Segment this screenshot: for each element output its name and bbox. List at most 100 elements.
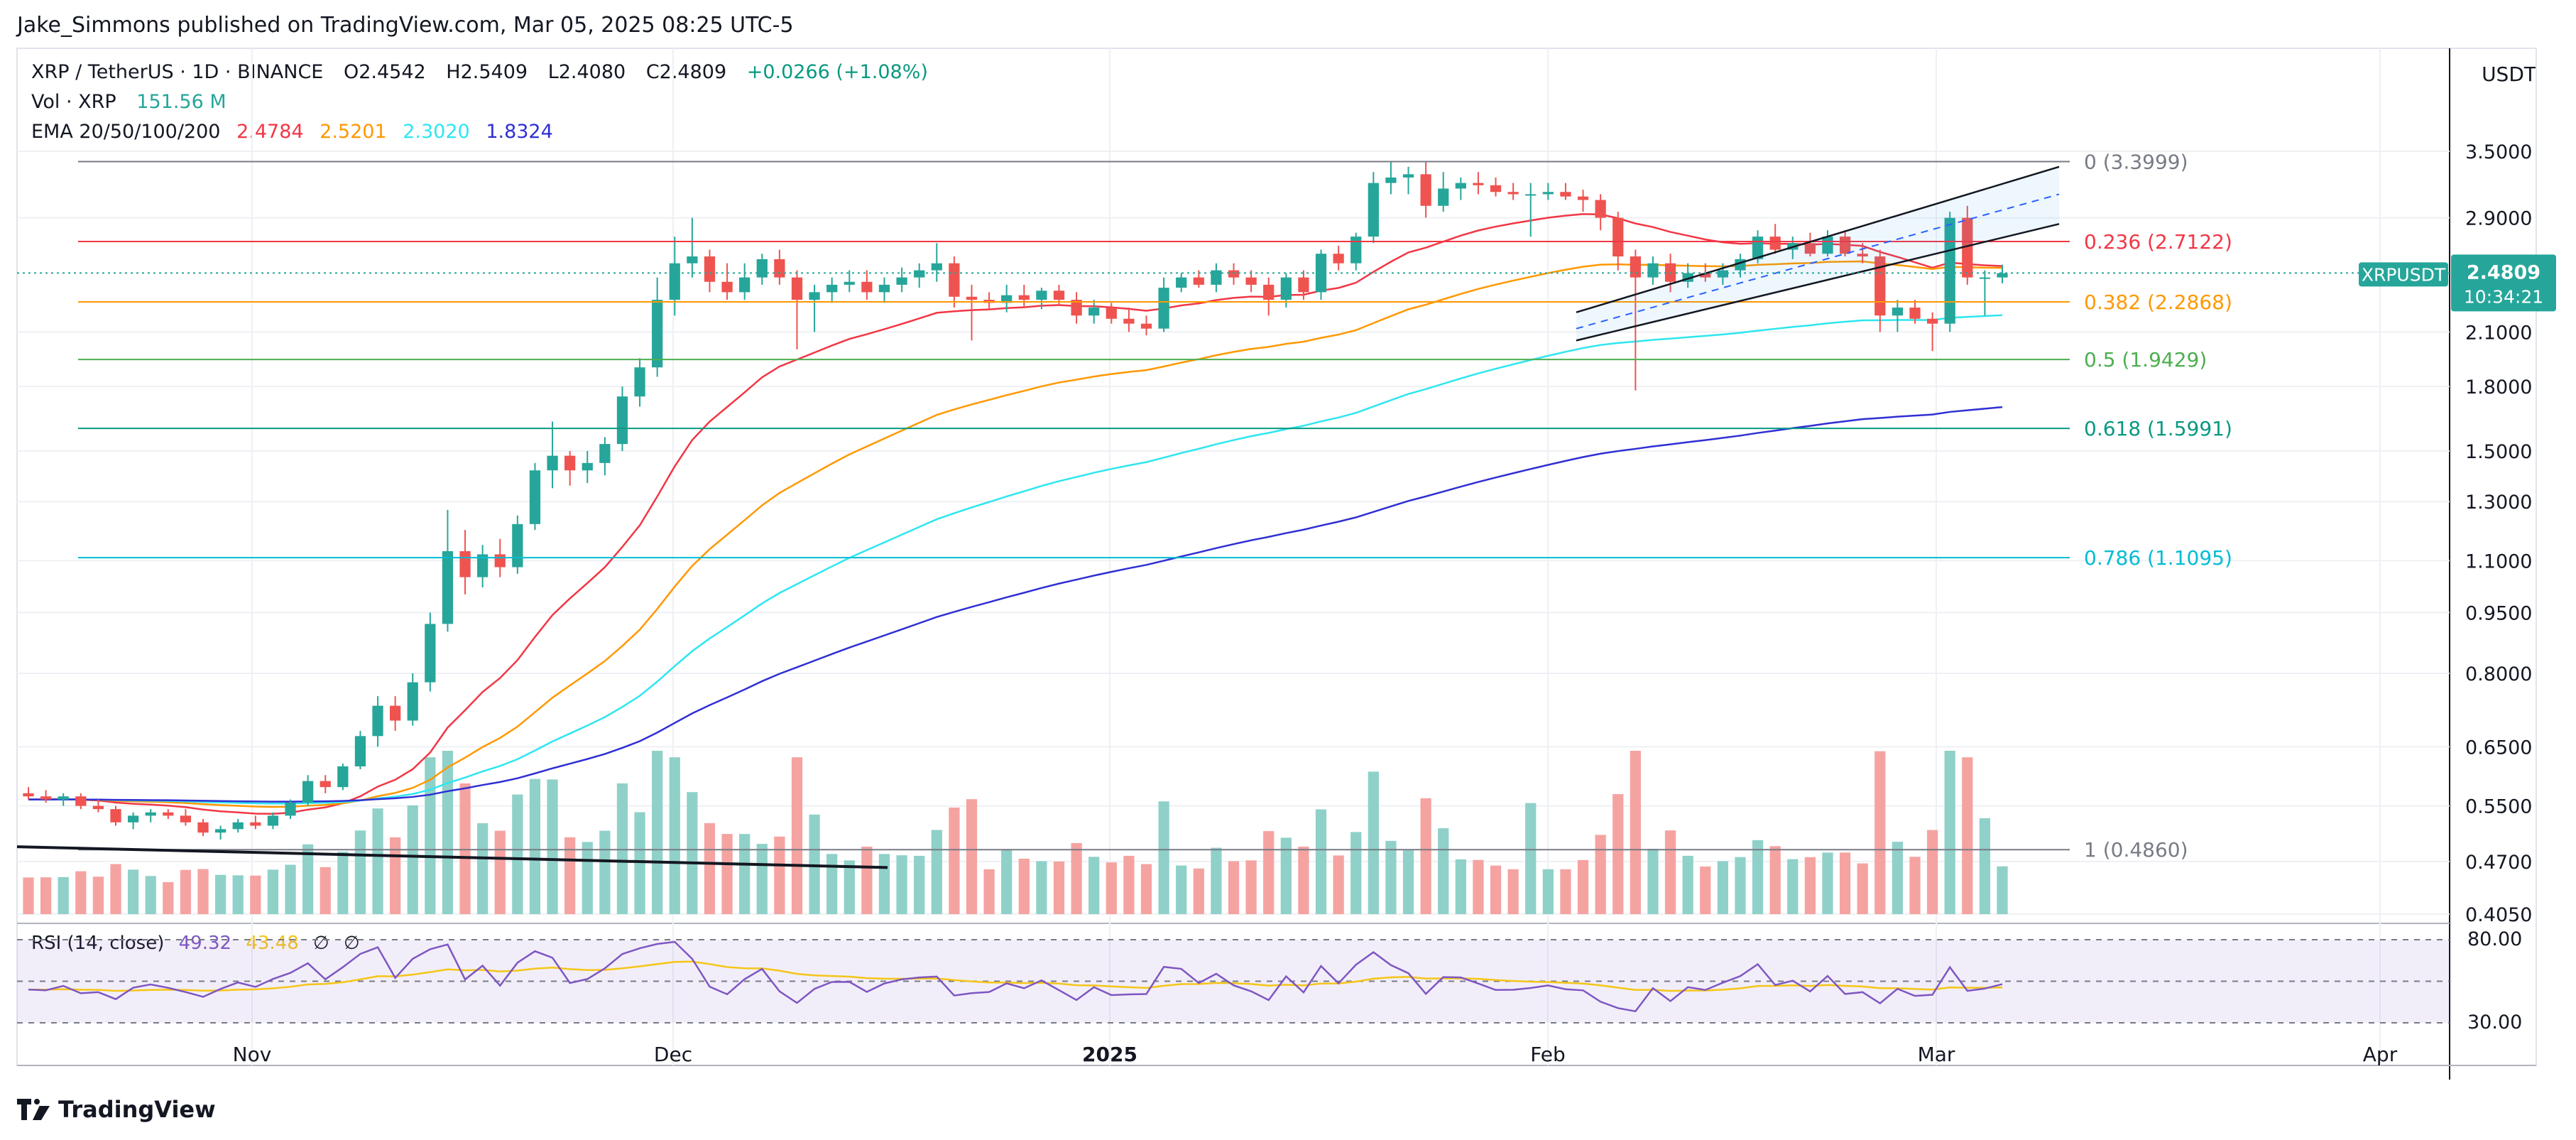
volume-bar xyxy=(1717,861,1728,914)
volume-bar xyxy=(390,837,401,914)
fib-level-label: 0 (3.3999) xyxy=(2084,150,2188,173)
volume-bar xyxy=(1071,842,1082,914)
volume-bar xyxy=(110,864,121,914)
fib-level-label: 1 (0.4860) xyxy=(2084,838,2188,862)
candle-body xyxy=(1944,217,1955,324)
volume-bar xyxy=(1822,852,1833,914)
volume-bar xyxy=(1682,855,1693,914)
ema-200-value: 1.8324 xyxy=(486,121,553,143)
volume-bar xyxy=(1560,869,1571,914)
candle-body xyxy=(425,624,436,683)
volume-bar xyxy=(599,830,611,914)
candle-body xyxy=(23,793,34,797)
volume-label: Vol · XRP xyxy=(31,91,116,113)
ohlc-open: 2.4542 xyxy=(359,61,426,83)
volume-bar xyxy=(547,779,558,914)
candle-body xyxy=(494,554,506,568)
channel-midline xyxy=(1576,193,2060,330)
y-tick-label: 1.3000 xyxy=(2465,492,2532,514)
symbol-title[interactable]: XRP / TetherUS · 1D · BINANCE xyxy=(31,61,324,83)
candle-body xyxy=(774,259,785,278)
volume-bar xyxy=(1664,830,1676,914)
candle-body xyxy=(966,296,978,300)
volume-bar xyxy=(931,830,942,914)
candle-body xyxy=(145,812,156,816)
candle-body xyxy=(1036,291,1047,300)
candle-body xyxy=(1979,277,1991,279)
candle-body xyxy=(477,554,489,577)
y-tick-label: 0.4050 xyxy=(2465,904,2532,926)
symbol-badge xyxy=(2359,262,2448,287)
candle-body xyxy=(1874,256,1886,316)
volume-bar xyxy=(1630,751,1641,914)
candle-body xyxy=(1106,308,1117,319)
candle-body xyxy=(1176,277,1187,288)
candle-body xyxy=(407,682,418,721)
rsi-extra-1: ∅ xyxy=(313,933,329,954)
volume-bar xyxy=(1926,830,1938,914)
candle-body xyxy=(1298,277,1309,293)
rsi-legend[interactable]: RSI (14, close) 49.32 43.48 ∅ ∅ xyxy=(31,933,369,954)
candle-body xyxy=(652,300,663,368)
y-tick-label: 0.9500 xyxy=(2465,602,2532,624)
tradingview-logo[interactable]: TradingView xyxy=(17,1096,216,1123)
candle-body xyxy=(40,796,52,800)
ema-line-100 xyxy=(28,314,2003,805)
volume-bar xyxy=(180,869,192,914)
rsi-ma-value: 43.48 xyxy=(246,933,299,954)
volume-legend[interactable]: Vol · XRP 151.56 M xyxy=(31,91,227,113)
candle-body xyxy=(1700,273,1711,278)
volume-bar xyxy=(145,876,156,914)
currency-label[interactable]: USDT xyxy=(2482,63,2536,86)
ohlc-low: 2.4080 xyxy=(558,61,626,83)
volume-bar xyxy=(320,867,331,914)
candle-body xyxy=(1193,277,1204,285)
ema-legend[interactable]: EMA 20/50/100/200 2.4784 2.5201 2.3020 1… xyxy=(31,121,563,143)
candle-body xyxy=(1385,177,1397,183)
volume-bar xyxy=(914,855,925,914)
volume-bar xyxy=(809,814,820,914)
candle-body xyxy=(1280,277,1292,300)
candle-body xyxy=(390,705,401,721)
volume-bar xyxy=(1123,855,1135,914)
trendline xyxy=(16,845,888,869)
candle-body xyxy=(1490,185,1502,192)
candle-body xyxy=(1997,273,2008,278)
volume-bar xyxy=(477,823,489,914)
volume-bar xyxy=(163,881,174,914)
volume-bar xyxy=(197,869,209,914)
candle-body xyxy=(1769,237,1781,250)
rsi-tick-label: 30.00 xyxy=(2467,1011,2522,1033)
volume-bar xyxy=(1193,868,1204,914)
candle-body xyxy=(1542,192,1554,195)
volume-bar xyxy=(1962,757,1973,914)
volume-bar xyxy=(1839,852,1851,914)
ema-label: EMA 20/50/100/200 xyxy=(31,121,221,143)
candle-body xyxy=(302,781,314,803)
candle-body xyxy=(1525,194,1537,196)
volume-bar xyxy=(1892,842,1904,914)
candle-body xyxy=(616,396,628,445)
volume-bar xyxy=(564,837,576,914)
volume-bar xyxy=(23,877,34,914)
candle-body xyxy=(1455,183,1466,189)
candle-body xyxy=(337,766,349,788)
y-tick-label: 0.5500 xyxy=(2465,796,2532,818)
volume-bar xyxy=(1315,809,1327,914)
volume-bar xyxy=(1490,865,1502,914)
candle-body xyxy=(582,462,593,471)
volume-bar xyxy=(983,869,995,914)
x-tick-label: Feb xyxy=(1530,1043,1566,1066)
candle-body xyxy=(163,812,174,816)
volume-bar xyxy=(1997,866,2008,914)
volume-bar xyxy=(826,854,838,914)
candle-body xyxy=(1717,270,1728,278)
volume-bar xyxy=(250,875,261,914)
ema-line-20 xyxy=(28,213,2003,815)
rsi-label: RSI (14, close) xyxy=(31,933,165,954)
volume-bar xyxy=(1769,846,1781,914)
price-badge xyxy=(2451,254,2556,312)
fib-level-label: 0.786 (1.1095) xyxy=(2084,546,2232,570)
y-tick-label: 1.5000 xyxy=(2465,441,2532,463)
